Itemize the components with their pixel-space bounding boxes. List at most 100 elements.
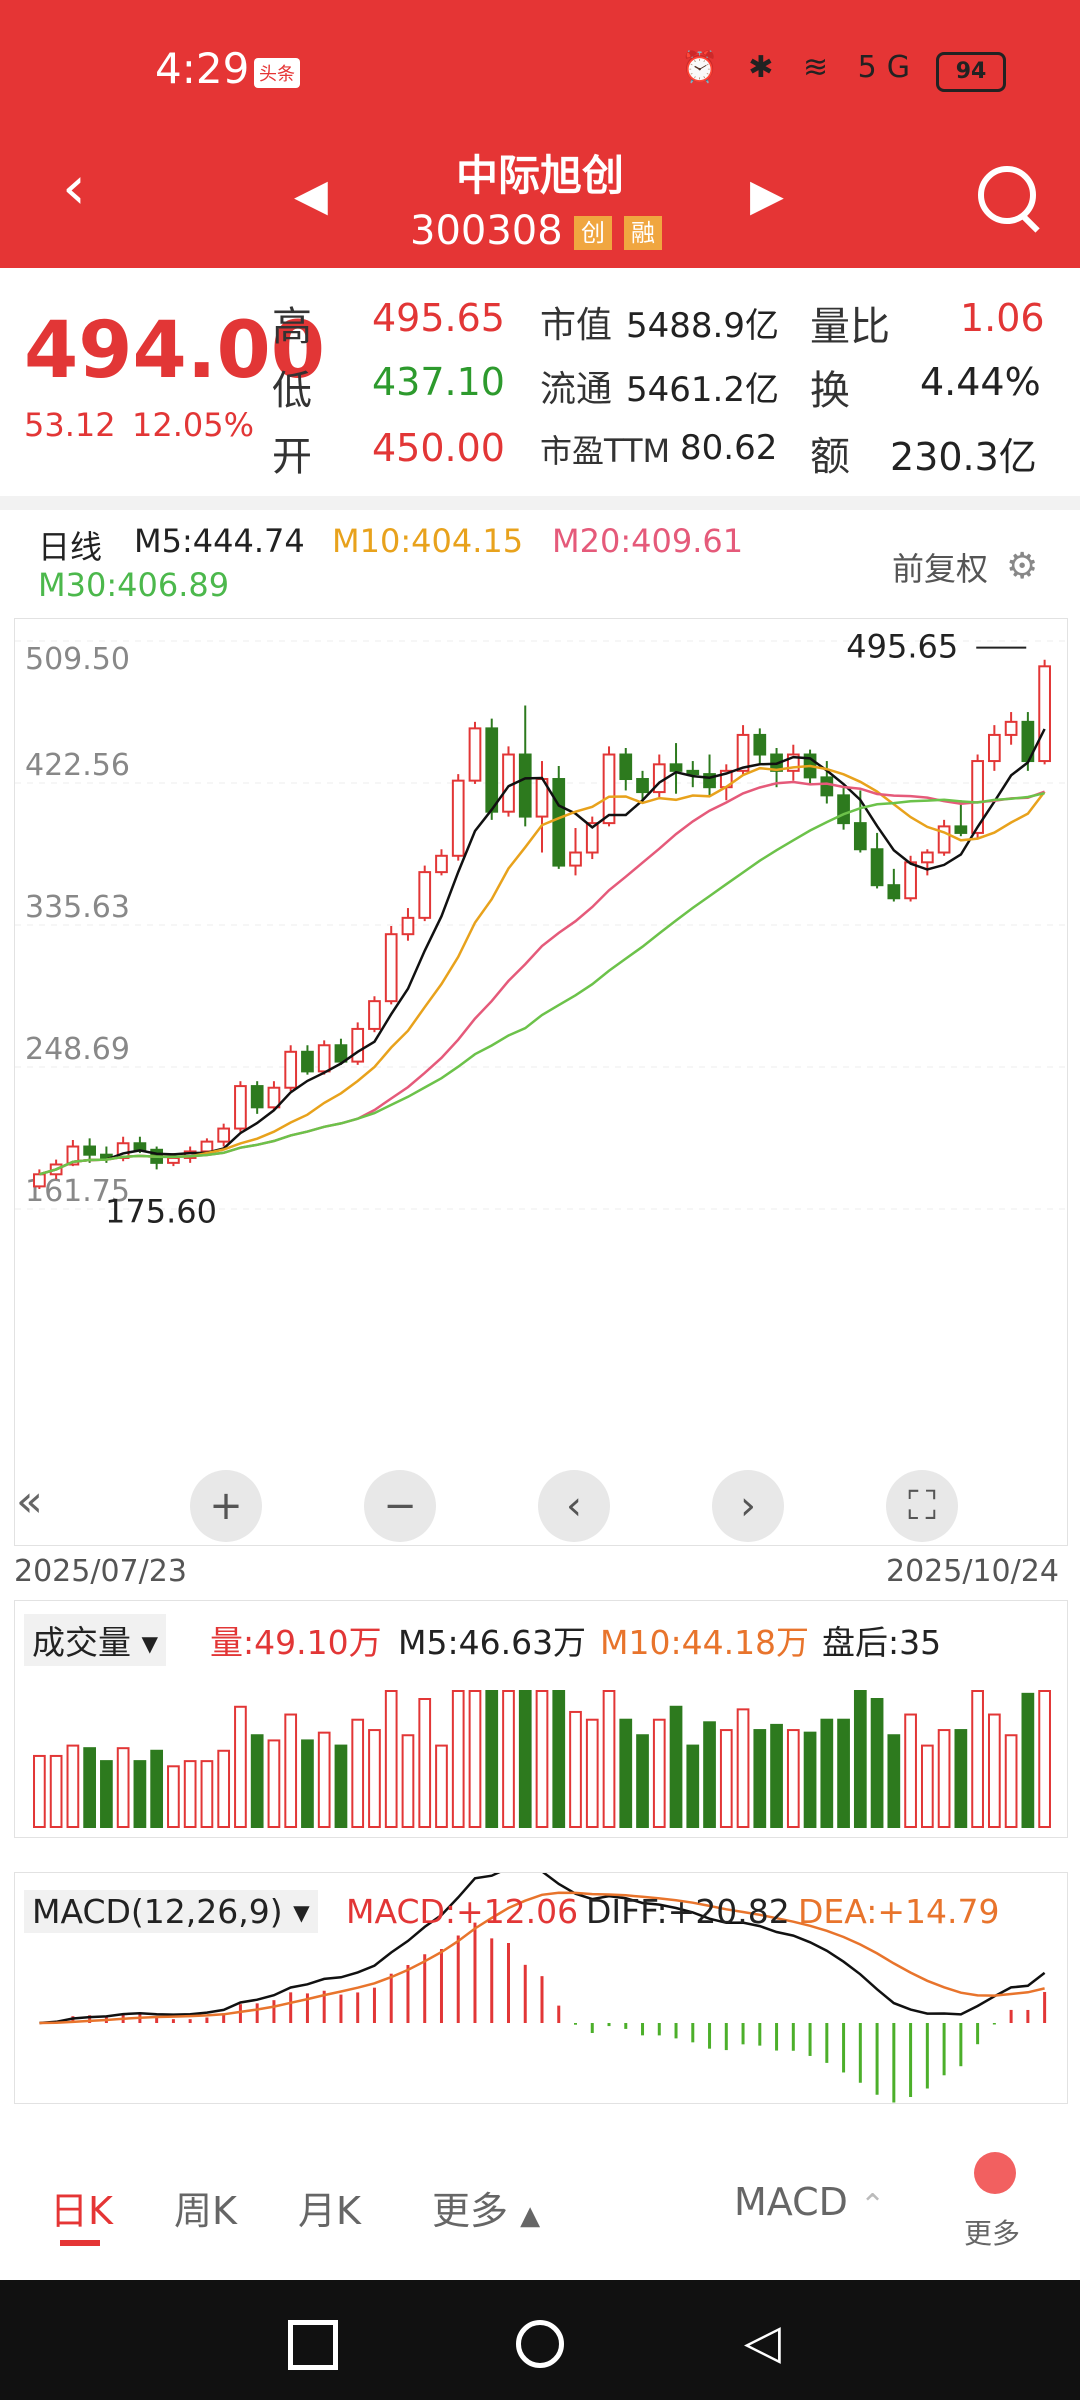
chevron-up-icon: ⌃ (860, 2188, 886, 2223)
rewind-icon[interactable]: « (16, 1476, 43, 1527)
ma30-line (39, 791, 1045, 1176)
next-stock-icon[interactable]: ▶ (750, 170, 784, 221)
candle (585, 822, 599, 854)
candle (468, 727, 482, 782)
status-icons: ⏰ ✱ ≋ 5G (681, 50, 920, 85)
prev-stock-icon[interactable]: ◀ (294, 170, 328, 221)
candle (200, 1140, 214, 1153)
volume-label: 成交量 (32, 1623, 131, 1662)
volume-bar (116, 1747, 130, 1828)
candle (518, 753, 532, 818)
volume-bar (837, 1718, 850, 1828)
candle (133, 1142, 147, 1151)
candle (1038, 665, 1051, 763)
low-price-marker: 175.60 (105, 1192, 217, 1230)
zoom-in-button[interactable]: + (190, 1470, 262, 1542)
volume-bar (853, 1690, 867, 1828)
volume-bar (183, 1760, 197, 1828)
volume-bar (1021, 1692, 1035, 1828)
volume-bar (703, 1721, 716, 1828)
volume-ratio-label: 量比 (810, 304, 890, 350)
volume-bar (100, 1760, 113, 1828)
candle (33, 1173, 46, 1188)
candle (971, 760, 984, 834)
float-cap-value: 5461.2亿 (626, 370, 779, 410)
tab-weekly-k[interactable]: 周K (174, 2189, 237, 2233)
volume-bar (719, 1729, 733, 1828)
candle (334, 1044, 348, 1063)
macd-selector[interactable]: MACD(12,26,9) ▾ (24, 1890, 318, 1933)
fullscreen-button[interactable]: ⛶ (886, 1470, 958, 1542)
news-app-badge: 头条 (254, 58, 300, 88)
volume-bar (569, 1710, 582, 1828)
scroll-left-button[interactable]: ‹ (538, 1470, 610, 1542)
market-cap-label: 市值 (540, 305, 613, 346)
candle (954, 825, 968, 834)
scroll-right-button[interactable]: › (712, 1470, 784, 1542)
volume-bar (937, 1729, 951, 1828)
indicator-selector[interactable]: MACD ⌃ (734, 2180, 885, 2224)
more-button[interactable]: 更多 (964, 2217, 1021, 2250)
recents-icon[interactable] (288, 2320, 338, 2370)
volume-bar (803, 1731, 817, 1828)
turnover-value: 4.44% (920, 360, 1041, 404)
candle (602, 753, 616, 825)
macd-label: MACD(12,26,9) (32, 1892, 283, 1931)
period-label: 日线 (38, 528, 103, 566)
volume-bar (368, 1729, 381, 1828)
kline-chart[interactable]: 509.50 422.56 335.63 248.69 161.75 495.65 175.… (14, 618, 1068, 1546)
battery-icon: 94 (936, 52, 1006, 92)
volume-bar (870, 1698, 884, 1828)
candle (736, 733, 750, 772)
y-tick-label: 422.56 (25, 748, 130, 783)
back-arrow-icon[interactable]: ‹ (62, 153, 86, 223)
volume-bar (317, 1731, 331, 1828)
pe-value: 80.62 (680, 428, 778, 468)
volume-selector[interactable]: 成交量 ▾ (24, 1614, 167, 1666)
tab-more[interactable]: 更多 ▲ (432, 2180, 540, 2235)
candle (920, 851, 934, 864)
volume-bar (786, 1729, 800, 1828)
candle (267, 1086, 281, 1109)
open-label: 开 (272, 434, 312, 480)
macd-panel (14, 1866, 1068, 2104)
tab-monthly-k[interactable]: 月K (298, 2189, 361, 2233)
volume-bar (234, 1705, 247, 1828)
price-change: 53.12 (24, 406, 116, 444)
volume-bar (669, 1705, 683, 1828)
divider (0, 496, 1080, 510)
zoom-out-button[interactable]: − (364, 1470, 436, 1542)
after-hours-volume: 盘后:35 (822, 1623, 942, 1662)
search-icon[interactable] (978, 166, 1036, 224)
macd-value: MACD:+12.06 (346, 1892, 579, 1931)
home-icon[interactable] (516, 2320, 564, 2368)
volume-bar (217, 1749, 231, 1828)
amount-label: 额 (810, 434, 850, 480)
volume-bar (552, 1690, 566, 1828)
volume-ratio-value: 1.06 (960, 296, 1045, 340)
volume-bar (887, 1734, 901, 1828)
high-label: 高 (272, 304, 312, 350)
tab-more-label: 更多 (432, 2189, 509, 2233)
adjust-selector[interactable]: 前复权 (892, 550, 989, 588)
back-icon[interactable]: ◁ (744, 2314, 781, 2370)
volume-bar (636, 1734, 649, 1828)
ma30-value: M30:406.89 (38, 566, 230, 604)
dea-line (39, 1891, 1045, 2025)
open-value: 450.00 (372, 426, 505, 470)
volume-bar (1004, 1734, 1018, 1828)
settings-gear-icon[interactable]: ⚙ (1006, 546, 1039, 587)
tab-daily-k[interactable]: 日K (50, 2189, 113, 2233)
candle (853, 822, 867, 851)
more-dot-icon[interactable] (974, 2152, 1016, 2194)
market-cap-value: 5488.9亿 (626, 306, 779, 346)
bottom-tab-bar (0, 2124, 1080, 2280)
y-tick-label: 509.50 (25, 642, 130, 677)
volume-bar (987, 1713, 1001, 1828)
volume-bar (502, 1690, 515, 1828)
candle (284, 1050, 298, 1089)
candle (234, 1085, 247, 1130)
dea-value: DEA:+14.79 (798, 1892, 1000, 1931)
candle (317, 1044, 331, 1073)
volume-bar (167, 1765, 180, 1828)
